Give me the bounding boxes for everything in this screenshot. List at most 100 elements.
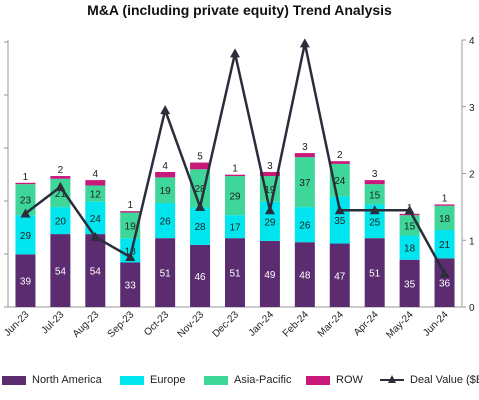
deal-value-point — [299, 38, 310, 48]
bar-segment-row — [434, 204, 455, 206]
deal-value-point — [195, 201, 206, 211]
x-axis-tick-label: Dec-23 — [211, 309, 242, 340]
legend-label-row: ROW — [336, 374, 363, 386]
x-axis-tick-label: Jan-24 — [247, 309, 277, 339]
bar-segment-north-america — [85, 234, 106, 307]
right-axis-tick-label: 0 — [469, 303, 475, 314]
legend-item-north-america: North America — [2, 374, 102, 386]
bar-segment-europe — [259, 201, 280, 241]
bar-value-label: 49 — [264, 270, 276, 281]
bar-value-label: 21 — [439, 240, 451, 251]
legend-swatch-asia-pacific — [204, 375, 228, 385]
legend-swatch-north-america — [2, 375, 26, 385]
x-axis-tick-label: Jul-23 — [39, 309, 66, 336]
bar-segment-asia-pacific — [155, 177, 176, 204]
bar-value-label: 51 — [229, 269, 241, 280]
bar-segment-row — [50, 176, 71, 179]
x-axis-tick-label: Jun-23 — [2, 309, 32, 339]
bar-segment-north-america — [225, 238, 245, 307]
bar-segment-europe — [434, 230, 455, 259]
x-axis-tick-label: Feb-24 — [281, 309, 311, 339]
bar-value-label: 21 — [55, 189, 67, 200]
bar-value-label: 1 — [23, 172, 29, 183]
x-axis-tick-label: Oct-23 — [142, 309, 171, 338]
legend-label-asia-pacific: Asia-Pacific — [234, 374, 292, 386]
legend-label-europe: Europe — [150, 374, 186, 386]
bar-value-label: 15 — [369, 190, 381, 201]
bar-value-label: 51 — [369, 269, 381, 280]
bar-segment-asia-pacific — [294, 157, 315, 208]
bar-value-label: 23 — [20, 196, 32, 207]
deal-value-point — [334, 205, 345, 215]
chart-title: M&A (including private equity) Trend Ana… — [87, 2, 392, 18]
deal-value-point — [20, 208, 31, 218]
bar-segment-row — [15, 182, 36, 185]
bar-segment-row — [155, 172, 176, 178]
deal-value-point — [90, 231, 101, 241]
bar-value-label: 19 — [125, 221, 137, 232]
bar-value-label: 35 — [334, 216, 346, 227]
bar-segment-north-america — [399, 259, 420, 307]
bar-value-label: 29 — [264, 217, 276, 228]
bar-value-label: 1 — [442, 193, 448, 204]
bar-segment-north-america — [259, 240, 280, 307]
right-axis-tick-label: 1 — [469, 236, 475, 247]
deal-value-point — [55, 181, 66, 191]
bar-value-label: 25 — [369, 217, 381, 228]
deal-value-point — [439, 268, 450, 278]
bar-segment-europe — [120, 238, 141, 263]
x-axis-tick-label: Mar-24 — [316, 309, 346, 339]
bar-segment-europe — [329, 196, 350, 244]
legend-item-row: ROW — [306, 374, 363, 386]
bar-value-label: 46 — [195, 272, 207, 283]
bar-segment-row — [225, 174, 245, 177]
legend-swatch-deal-value — [380, 375, 404, 385]
bar-value-label: 54 — [90, 267, 102, 278]
legend-item-deal-value: Deal Value ($B) — [380, 374, 479, 386]
bar-value-label: 1 — [127, 200, 133, 211]
bar-segment-row — [294, 153, 315, 158]
x-axis-tick-label: Sep-23 — [106, 309, 137, 340]
bar-segment-north-america — [364, 238, 385, 307]
deal-value-point — [125, 251, 136, 261]
bar-segment-north-america — [329, 243, 350, 307]
bar-segment-north-america — [120, 262, 141, 307]
bar-segment-row — [399, 213, 420, 216]
bar-value-label: 35 — [404, 279, 416, 290]
bar-value-label: 37 — [299, 178, 311, 189]
right-axis-tick-label: 4 — [469, 36, 475, 47]
bar-value-label: 36 — [439, 279, 451, 290]
bar-segment-europe — [399, 235, 420, 260]
bar-value-label: 29 — [229, 192, 241, 203]
deal-value-point — [264, 205, 275, 215]
bar-segment-row — [329, 161, 350, 164]
legend-item-asia-pacific: Asia-Pacific — [204, 374, 291, 386]
bar-value-label: 19 — [264, 185, 276, 196]
bar-segment-europe — [155, 203, 176, 239]
bar-value-label: 39 — [20, 277, 32, 288]
deal-value-point — [404, 205, 415, 215]
legend-swatch-row — [306, 375, 330, 385]
bar-value-label: 17 — [229, 223, 241, 234]
bar-segment-north-america — [294, 242, 315, 307]
bar-value-label: 4 — [93, 169, 99, 180]
bar-segment-row — [85, 180, 106, 186]
bar-segment-europe — [50, 207, 71, 235]
x-axis-tick-label: Jun-24 — [421, 309, 451, 339]
bar-value-label: 33 — [125, 281, 137, 292]
bar-segment-north-america — [190, 244, 211, 307]
bar-segment-row — [120, 211, 141, 213]
bar-value-label: 3 — [372, 169, 378, 180]
bar-segment-asia-pacific — [364, 184, 385, 205]
bar-segment-europe — [85, 201, 106, 235]
chart-legend: North America Europe Asia-Pacific ROW De… — [0, 374, 479, 394]
x-axis-tick-label: Nov-23 — [176, 309, 207, 340]
legend-label-north-america: North America — [32, 374, 102, 386]
bar-value-label: 26 — [160, 217, 172, 228]
bar-segment-asia-pacific — [434, 205, 455, 231]
right-axis-tick-label: 2 — [469, 170, 475, 181]
bar-segment-asia-pacific — [190, 169, 211, 208]
bar-segment-asia-pacific — [85, 185, 106, 202]
bar-segment-north-america — [155, 238, 176, 307]
